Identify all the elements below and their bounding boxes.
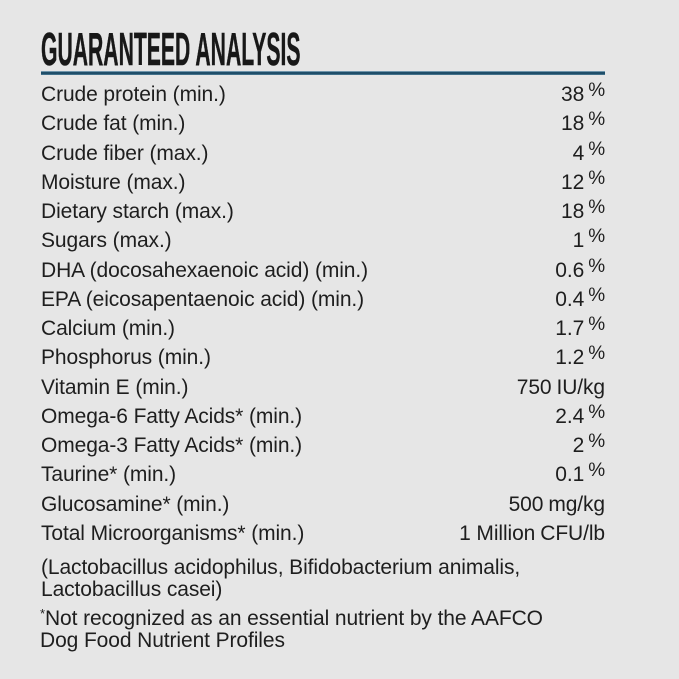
page-title-text: GUARANTEED ANALYSIS: [41, 23, 301, 75]
nutrient-unit: %: [588, 460, 605, 482]
analysis-row: Phosphorus (min.) 1.2%: [41, 343, 605, 372]
nutrient-unit: %: [588, 167, 605, 189]
analysis-row: Moisture (max.) 12%: [41, 168, 605, 197]
analysis-row: Crude fat (min.) 18%: [41, 109, 605, 138]
analysis-row: Total Microorganisms* (min.) 1 Million CF…: [41, 519, 605, 548]
analysis-row: DHA (docosahexaenoic acid) (min.) 0.6%: [41, 256, 605, 285]
nutrient-amount: 750: [516, 375, 552, 399]
analysis-row: Dietary starch (max.) 18%: [41, 197, 605, 226]
nutrient-unit: IU/kg: [556, 375, 605, 399]
analysis-row: Omega-6 Fatty Acids* (min.) 2.4%: [41, 402, 605, 431]
nutrient-label: Dietary starch (max.): [41, 200, 234, 223]
aafco-footnote: *Not recognized as an essential nutrient…: [40, 606, 640, 652]
nutrient-amount: 38: [561, 83, 585, 106]
nutrient-unit: %: [588, 284, 605, 306]
nutrient-label: Phosphorus (min.): [41, 346, 211, 370]
nutrient-label: Crude fat (min.): [41, 112, 186, 136]
nutrient-amount: 500: [508, 492, 544, 516]
nutrient-value: 1.2%: [555, 343, 605, 372]
nutrient-amount: 0.1: [555, 463, 585, 487]
nutrient-unit: %: [588, 226, 605, 248]
nutrient-amount: 2.4: [555, 404, 585, 428]
nutrient-amount: 12: [561, 170, 585, 194]
analysis-table: Crude protein (min.) 38% Crude fat (min.…: [41, 80, 605, 548]
nutrient-label: Omega-6 Fatty Acids* (min.): [41, 404, 303, 428]
nutrient-amount: 4: [572, 141, 585, 165]
footnote-asterisk: *: [40, 606, 45, 621]
nutrient-label: Crude protein (min.): [41, 83, 226, 106]
nutrient-label: Glucosamine* (min.): [41, 492, 230, 516]
nutrient-value: 0.6%: [555, 256, 605, 285]
nutrient-unit: %: [588, 343, 605, 365]
analysis-row: Sugars (max.) 1%: [41, 226, 605, 255]
nutrient-value: 2%: [573, 431, 605, 460]
nutrient-amount: 1.2: [555, 346, 585, 370]
nutrient-amount: 1 Million: [459, 521, 536, 545]
nutrient-unit: %: [588, 314, 605, 335]
nutrient-amount: 18: [561, 200, 585, 223]
nutrient-value: 18%: [561, 109, 605, 138]
nutrient-value: 0.1%: [555, 460, 605, 489]
nutrient-value: 18%: [561, 197, 605, 226]
nutrient-unit: %: [588, 109, 605, 131]
nutrient-label: DHA (docosahexaenoic acid) (min.): [41, 258, 369, 282]
nutrient-label: Vitamin E (min.): [41, 375, 189, 399]
microorganisms-note-line-1: (Lactobacillus acidophilus, Bifidobacter…: [41, 556, 521, 579]
nutrient-amount: 0.4: [555, 287, 585, 311]
nutrient-label: Moisture (max.): [41, 170, 186, 194]
microorganisms-note-line-2: Lactobacillus casei): [41, 578, 223, 601]
nutrient-label: Total Microorganisms* (min.): [41, 521, 305, 545]
nutrient-value: 38%: [561, 80, 605, 109]
analysis-row: Crude fiber (max.) 4%: [41, 139, 605, 168]
nutrient-value: 1.7%: [555, 314, 605, 343]
analysis-row: Calcium (min.) 1.7%: [41, 314, 605, 343]
nutrient-amount: 2: [572, 434, 585, 457]
nutrient-unit: CFU/lb: [540, 521, 605, 545]
nutrient-unit: %: [588, 197, 605, 218]
nutrient-unit: %: [588, 80, 605, 101]
nutrient-unit: %: [588, 255, 605, 277]
nutrient-value: 12%: [561, 168, 605, 197]
aafco-footnote-line-1: Not recognized as an essential nutrient …: [44, 607, 543, 630]
nutrient-label: EPA (eicosapentaenoic acid) (min.): [41, 287, 365, 311]
aafco-footnote-line-2: Dog Food Nutrient Profiles: [40, 629, 285, 652]
nutrient-value: 750 IU/kg: [517, 373, 605, 402]
nutrient-value: 1%: [573, 226, 605, 255]
nutrient-value: 0.4%: [555, 285, 605, 314]
nutrient-value: 4%: [573, 139, 605, 168]
nutrient-label: Crude fiber (max.): [41, 141, 209, 165]
title-underline-rule: [41, 71, 605, 75]
microorganisms-note: (Lactobacillus acidophilus, Bifidobacter…: [41, 557, 641, 601]
analysis-row: Vitamin E (min.) 750 IU/kg: [41, 373, 605, 402]
nutrient-label: Sugars (max.): [41, 229, 172, 253]
nutrient-unit: %: [588, 138, 605, 160]
nutrient-amount: 1: [572, 229, 585, 253]
nutrient-label: Taurine* (min.): [41, 463, 177, 487]
analysis-row: Glucosamine* (min.) 500 mg/kg: [41, 490, 605, 519]
page-title: GUARANTEED ANALYSIS: [41, 23, 605, 75]
nutrient-value: 2.4%: [555, 402, 605, 431]
nutrient-amount: 0.6: [555, 258, 585, 282]
nutrient-amount: 1.7: [555, 317, 585, 340]
nutrient-unit: %: [588, 431, 605, 452]
analysis-row: EPA (eicosapentaenoic acid) (min.) 0.4%: [41, 285, 605, 314]
analysis-row: Crude protein (min.) 38%: [41, 80, 605, 109]
nutrient-value: 500 mg/kg: [508, 490, 606, 519]
nutrient-amount: 18: [561, 112, 585, 136]
nutrient-unit: %: [588, 401, 605, 423]
analysis-row: Taurine* (min.) 0.1%: [41, 460, 605, 489]
nutrient-value: 1 Million CFU/lb: [459, 519, 605, 548]
nutrient-label: Calcium (min.): [41, 317, 175, 340]
nutrient-unit: mg/kg: [548, 492, 605, 516]
analysis-row: Omega-3 Fatty Acids* (min.) 2%: [41, 431, 605, 460]
nutrient-label: Omega-3 Fatty Acids* (min.): [41, 434, 303, 457]
